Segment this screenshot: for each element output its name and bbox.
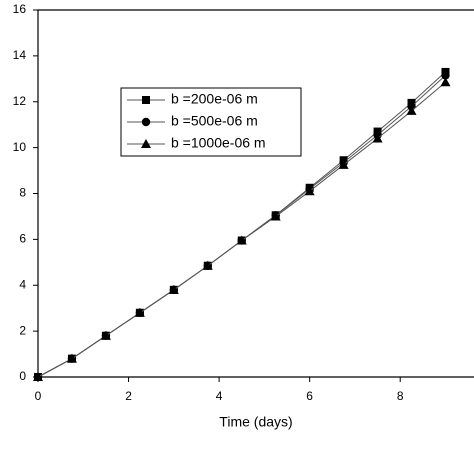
x-tick-label: 8 xyxy=(397,389,404,403)
marker xyxy=(66,353,77,363)
marker xyxy=(168,284,179,294)
marker xyxy=(134,307,145,317)
marker xyxy=(440,77,451,87)
y-tick-label: 6 xyxy=(19,232,26,246)
marker xyxy=(141,139,151,148)
marker xyxy=(441,71,450,80)
marker xyxy=(270,211,281,221)
marker xyxy=(33,372,43,381)
marker xyxy=(406,105,417,115)
x-axis-label: Time (days) xyxy=(219,414,292,430)
marker xyxy=(142,96,150,104)
y-tick-label: 10 xyxy=(13,140,27,154)
x-tick-label: 4 xyxy=(216,389,223,403)
legend-label: b =200e-06 m xyxy=(171,91,258,107)
y-tick-label: 2 xyxy=(19,323,26,337)
y-tick-label: 8 xyxy=(19,186,26,200)
marker xyxy=(304,186,315,196)
x-tick-label: 6 xyxy=(306,389,313,403)
y-tick-label: 14 xyxy=(13,48,27,62)
marker xyxy=(100,330,111,340)
marker xyxy=(372,133,383,143)
x-tick-label: 2 xyxy=(125,389,132,403)
marker xyxy=(202,260,213,270)
legend-label: b =1000e-06 m xyxy=(171,135,266,151)
marker xyxy=(141,117,151,127)
plot-frame xyxy=(37,9,474,378)
x-tick-label: 0 xyxy=(35,389,42,403)
y-tick-label: 12 xyxy=(13,94,27,108)
y-tick-label: 4 xyxy=(19,277,26,291)
marker xyxy=(236,235,247,245)
y-tick-label: 0 xyxy=(19,369,26,383)
marker xyxy=(338,159,349,169)
y-tick-label: 16 xyxy=(13,2,27,16)
legend-label: b =500e-06 m xyxy=(171,113,258,129)
